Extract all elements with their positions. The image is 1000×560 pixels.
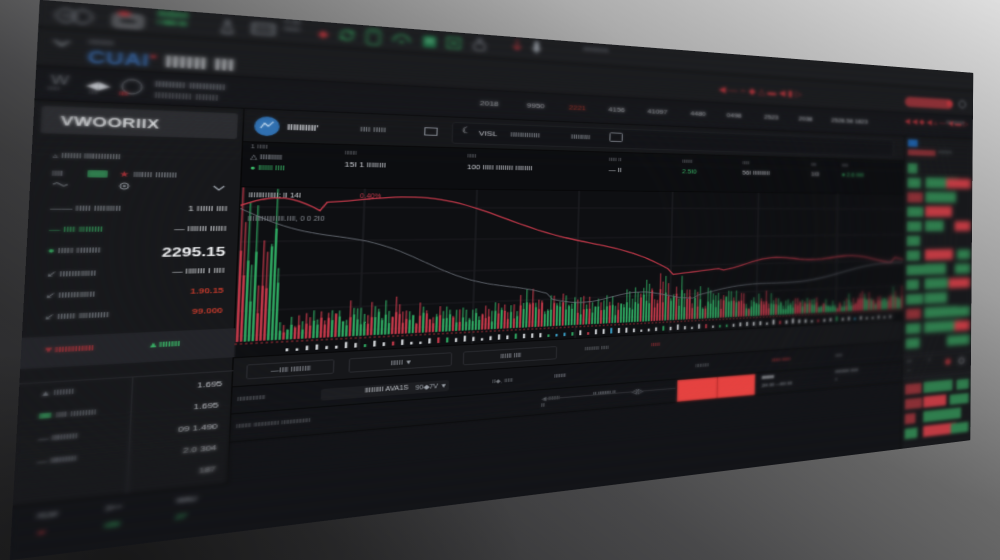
- svg-text:IIIIIIIIIIIIIIII.IIII, 0 0 2I0: IIIIIIIIIIIIIIII.IIII, 0 0 2I0: [248, 215, 325, 223]
- svg-text:0.40%: 0.40%: [360, 192, 382, 199]
- svg-text:IIIIIIIIIIIII: II 14I: IIIIIIIIIIIII: II 14I: [249, 191, 302, 199]
